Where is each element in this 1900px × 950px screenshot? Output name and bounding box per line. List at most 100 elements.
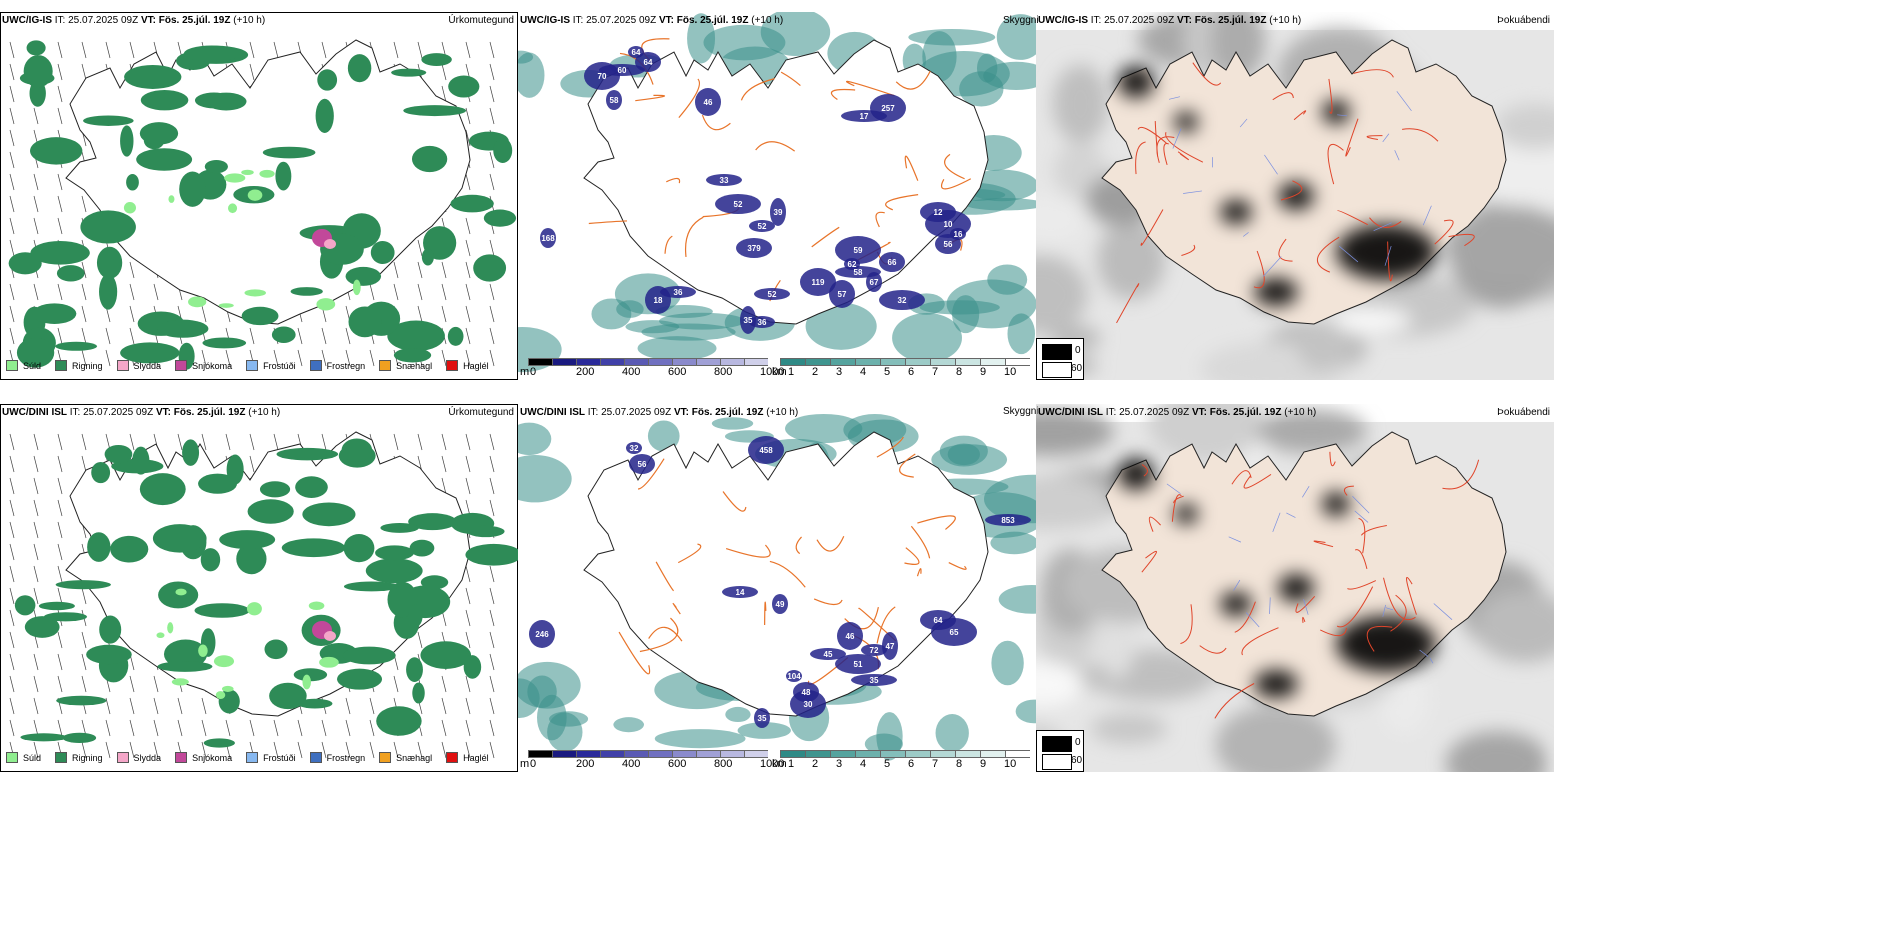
- row2-fog-legend: 0 60: [1036, 730, 1084, 772]
- visibility-unit: km: [772, 366, 787, 378]
- legend-item-7: Haglél: [446, 360, 489, 371]
- legend-label: Frostúði: [263, 752, 296, 763]
- cloud-base-tick: 1000: [760, 758, 785, 770]
- cloud-base-label: 36: [674, 288, 683, 297]
- legend-label: Rigning: [72, 752, 103, 763]
- cloud-base-label: 246: [535, 630, 549, 639]
- cloud-base-label: 58: [854, 268, 863, 277]
- legend-item-2: Slydda: [116, 752, 161, 763]
- rain-areas: [8, 40, 517, 370]
- colorbar-segment: [830, 750, 855, 758]
- legend-swatch: [379, 752, 392, 763]
- cloud-base-label: 58: [610, 96, 619, 105]
- colorbar-segment: [600, 358, 624, 366]
- cloud-base-label: 46: [846, 632, 855, 641]
- roads: [618, 436, 967, 685]
- legend-label: Snæhagl: [396, 360, 433, 371]
- colorbar-segment: [720, 750, 744, 758]
- cloud-base-label: 32: [630, 444, 639, 453]
- cloud-base-tick: 600: [668, 366, 687, 378]
- legend-swatch: [55, 752, 68, 763]
- colorbar-segment: [696, 750, 720, 758]
- cloud-base-label: 458: [759, 446, 773, 455]
- row1-precip-title: UWC/IG-IS IT: 25.07.2025 09Z VT: Fös. 25…: [2, 15, 266, 26]
- rivers: [1168, 91, 1432, 277]
- cloud-base-label: 52: [758, 222, 767, 231]
- cloud-base-colorbar: [528, 750, 768, 758]
- visibility-colorbar: [780, 750, 1030, 758]
- cloud-base-unit: m: [520, 366, 530, 378]
- legend-swatch: [309, 360, 322, 371]
- cloud-base-tick: 400: [622, 366, 641, 378]
- legend-item-1: Rigning: [55, 360, 103, 371]
- cloud-base-tick: 0: [530, 758, 537, 770]
- cloud-base-label: 66: [888, 258, 897, 267]
- visibility-tick: 6: [908, 366, 915, 378]
- row1-fog-panel: UWC/IG-IS IT: 25.07.2025 09Z VT: Fös. 25…: [1036, 12, 1554, 380]
- cloud-base-label: 30: [804, 700, 813, 709]
- cloud-base-label: 14: [736, 588, 745, 597]
- visibility-tick: 3: [836, 758, 843, 770]
- fog-legend-white: [1042, 754, 1072, 770]
- cloud-base-tick: 600: [668, 758, 687, 770]
- fog-map-1: [1036, 12, 1554, 380]
- cloud-base-tick: 400: [622, 758, 641, 770]
- precip-map-2: [9, 431, 518, 759]
- visibility-tick: 5: [884, 758, 891, 770]
- cloud-base-label: 64: [644, 58, 653, 67]
- colorbar-segment: [805, 358, 830, 366]
- row2-precip-panel: UWC/DINI ISL IT: 25.07.2025 09Z VT: Fös.…: [0, 404, 518, 772]
- colorbar-segment: [855, 358, 880, 366]
- row1-fog-title: UWC/IG-IS IT: 25.07.2025 09Z VT: Fös. 25…: [1038, 15, 1302, 26]
- visibility-tick: 1: [788, 758, 795, 770]
- legend-item-6: Snæhagl: [379, 752, 432, 763]
- cloud-base-label: 59: [854, 246, 863, 255]
- cloud-base-label: 57: [838, 290, 847, 299]
- cloud-base-label: 35: [758, 714, 767, 723]
- row1-vis-panel: 64 64 70 60 58 46 33 52 39 52 379 59 62 66 119 58 67 57 52…: [518, 12, 1036, 380]
- legend-swatch: [379, 360, 392, 371]
- colorbar-segment: [855, 750, 880, 758]
- cloud-base-label: 168: [541, 234, 555, 243]
- colorbar-segment: [744, 750, 768, 758]
- fog-map-2: [1036, 404, 1554, 772]
- colorbar-segment: [624, 358, 648, 366]
- colorbar-segment: [830, 358, 855, 366]
- row2-fog-panel: UWC/DINI ISL IT: 25.07.2025 09Z VT: Fös.…: [1036, 404, 1554, 772]
- row1-precip-panel: UWC/IG-IS IT: 25.07.2025 09Z VT: Fös. 25…: [0, 12, 518, 380]
- visibility-tick: 6: [908, 758, 915, 770]
- legend-label: Haglél: [463, 752, 489, 763]
- cloud-base-label: 51: [854, 660, 863, 669]
- visibility-colorbar: [780, 358, 1030, 366]
- cloud-base-label: 39: [774, 208, 783, 217]
- colorbar-segment: [552, 750, 576, 758]
- legend-swatch: [6, 752, 18, 763]
- colorbar-segment: [528, 750, 552, 758]
- legend-label: Súld: [23, 752, 42, 763]
- legend-swatch: [6, 360, 18, 371]
- visibility-tick: 2: [812, 758, 819, 770]
- legend-swatch: [446, 360, 459, 371]
- legend-swatch: [116, 752, 129, 763]
- row1-precip-type-label: Úrkomutegund: [448, 15, 514, 26]
- cloud-base-label: 10: [944, 220, 953, 229]
- cloud-base-label: 56: [638, 460, 647, 469]
- visibility-tick: 3: [836, 366, 843, 378]
- visibility-tick: 4: [860, 758, 867, 770]
- cloud-base-label: 18: [654, 296, 663, 305]
- row2-fog-label: Þokuábendi: [1497, 407, 1550, 418]
- fog-legend-black: [1042, 344, 1072, 360]
- row1-vis-title: UWC/IG-IS IT: 25.07.2025 09Z VT: Fös. 25…: [520, 15, 784, 26]
- precip-map-1: [8, 39, 517, 370]
- visibility-tick: 8: [956, 758, 963, 770]
- colorbar-segment: [624, 750, 648, 758]
- legend-label: Slydda: [133, 360, 162, 371]
- cloud-base-tick: 1000: [760, 366, 785, 378]
- legend-item-4: Frostúði: [246, 360, 296, 371]
- rivers: [1166, 483, 1453, 664]
- cloud-base-label: 853: [1001, 516, 1015, 525]
- colorbar-segment: [576, 750, 600, 758]
- cloud-base-label: 379: [747, 244, 761, 253]
- legend-label: Frostregn: [326, 360, 366, 371]
